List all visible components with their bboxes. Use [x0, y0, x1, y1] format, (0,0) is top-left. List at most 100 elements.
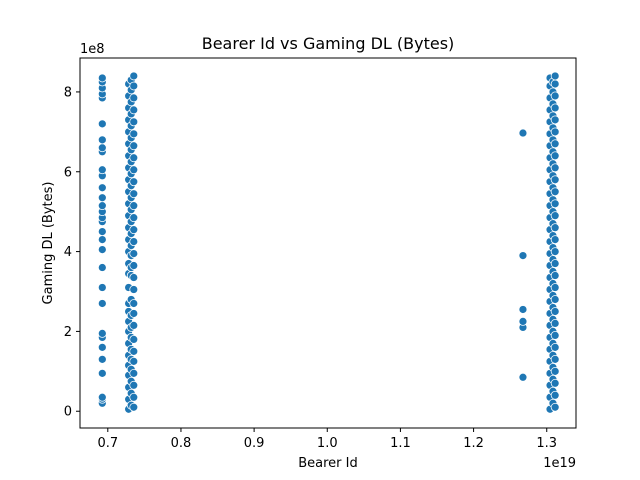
data-point [550, 390, 560, 400]
data-point [550, 79, 560, 89]
data-point [97, 201, 107, 211]
data-point [129, 368, 139, 378]
y-tick-label: 6 [64, 165, 72, 180]
data-point [550, 331, 560, 340]
data-point [129, 189, 139, 199]
y-tick-label: 8 [64, 85, 72, 100]
data-point [97, 227, 107, 236]
data-point [97, 245, 107, 254]
data-point [550, 259, 560, 268]
data-point [129, 225, 139, 235]
data-point [129, 335, 139, 344]
data-point [550, 283, 560, 292]
data-point [97, 183, 107, 193]
data-point [129, 309, 139, 318]
data-point [129, 321, 139, 330]
data-point [550, 247, 560, 256]
data-point [129, 285, 139, 294]
data-point [129, 71, 139, 81]
x-tick-label: 1.0 [317, 436, 338, 451]
x-tick-label: 1.3 [536, 436, 557, 451]
plot-area-frame [79, 57, 577, 429]
data-point [550, 71, 560, 81]
data-point [550, 151, 560, 161]
data-point [97, 263, 107, 272]
y-tick-label: 4 [64, 245, 72, 260]
data-points [97, 71, 560, 414]
data-point [129, 356, 139, 366]
data-point [129, 380, 139, 390]
data-point [550, 103, 560, 113]
data-point [550, 175, 560, 185]
data-point [550, 199, 560, 209]
x-tick-label: 1.1 [390, 436, 411, 451]
data-point [129, 273, 139, 282]
data-point [518, 317, 528, 326]
x-axis-multiplier: 1e19 [543, 456, 576, 471]
y-tick-label: 0 [64, 405, 72, 420]
data-point [550, 378, 560, 388]
y-axis-title: Gaming DL (Bytes) [41, 182, 56, 305]
data-point [129, 346, 139, 356]
data-point [97, 392, 107, 402]
data-point [129, 249, 139, 258]
data-point [129, 129, 139, 139]
x-tick-label: 0.8 [171, 436, 192, 451]
data-point [97, 235, 107, 244]
data-point [97, 368, 107, 378]
x-tick-label: 0.7 [97, 436, 118, 451]
data-point [97, 329, 107, 338]
data-point [550, 115, 560, 125]
data-point [129, 237, 139, 246]
data-point [97, 299, 107, 308]
y-tick-label: 2 [64, 325, 72, 340]
data-point [129, 105, 139, 115]
data-point [97, 165, 107, 175]
data-point [518, 251, 528, 260]
data-point [97, 143, 107, 153]
data-point [129, 153, 139, 163]
data-point [129, 261, 139, 270]
data-point [550, 366, 560, 376]
data-point [129, 165, 139, 175]
data-point [550, 271, 560, 280]
data-point [129, 201, 139, 211]
data-point [97, 119, 107, 129]
data-point [550, 127, 560, 137]
data-point [550, 354, 560, 364]
data-point [97, 354, 107, 364]
data-point [129, 141, 139, 151]
data-point [129, 117, 139, 127]
data-point [550, 307, 560, 316]
data-point [550, 91, 560, 101]
data-point [550, 163, 560, 173]
data-point [97, 193, 107, 203]
x-axis-ticks: 0.7 0.8 0.9 1.0 1.1 1.2 1.3 [97, 428, 557, 451]
y-axis-ticks: 0 2 4 6 8 [64, 85, 80, 420]
data-point [550, 223, 560, 233]
data-point [550, 319, 560, 328]
data-point [129, 299, 139, 308]
data-point [129, 177, 139, 187]
data-point [518, 128, 528, 138]
data-point [550, 211, 560, 221]
x-tick-label: 1.2 [463, 436, 484, 451]
data-point [129, 392, 139, 402]
data-point [129, 81, 139, 91]
x-axis-title: Bearer Id [298, 456, 358, 471]
data-point [129, 213, 139, 223]
x-tick-label: 0.9 [244, 436, 265, 451]
data-point [550, 235, 560, 244]
data-point [129, 93, 139, 103]
y-axis-multiplier: 1e8 [80, 42, 105, 57]
data-point [518, 372, 528, 382]
data-point [550, 187, 560, 197]
data-point [518, 305, 528, 314]
data-point [550, 402, 560, 412]
chart-title: Bearer Id vs Gaming DL (Bytes) [202, 34, 455, 53]
data-point [550, 295, 560, 304]
data-point [550, 139, 560, 149]
data-point [97, 73, 107, 83]
data-point [97, 342, 107, 352]
